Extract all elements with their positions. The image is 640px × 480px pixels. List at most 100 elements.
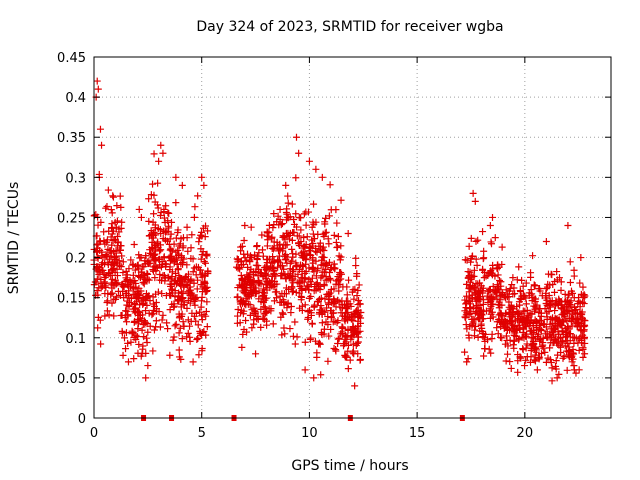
- data-point: [494, 330, 502, 338]
- data-point: [97, 218, 105, 226]
- data-point: [190, 297, 198, 305]
- data-point: [481, 345, 489, 353]
- data-point: [504, 342, 512, 350]
- data-point: [509, 312, 517, 320]
- data-point: [307, 334, 315, 342]
- data-point: [489, 261, 497, 269]
- data-point: [553, 268, 561, 276]
- data-point: [160, 214, 168, 222]
- data-point: [150, 302, 158, 310]
- data-point: [469, 189, 477, 197]
- data-point: [130, 355, 138, 363]
- data-point: [498, 243, 506, 251]
- data-point: [520, 334, 528, 342]
- data-point: [262, 275, 270, 283]
- data-point: [533, 332, 541, 340]
- data-point: [167, 275, 175, 283]
- data-point: [238, 242, 246, 250]
- data-point: [563, 324, 571, 332]
- data-point: [184, 329, 192, 337]
- data-point: [334, 339, 342, 347]
- data-point: [288, 257, 296, 265]
- data-point: [271, 277, 279, 285]
- data-point: [572, 369, 580, 377]
- data-point: [241, 254, 249, 262]
- data-point: [530, 356, 538, 364]
- data-point: [473, 261, 481, 269]
- data-point: [559, 331, 567, 339]
- data-point: [197, 303, 205, 311]
- data-point: [242, 257, 250, 265]
- data-point: [281, 330, 289, 338]
- data-point: [142, 349, 150, 357]
- data-point: [479, 255, 487, 263]
- data-point: [234, 306, 242, 314]
- data-point: [324, 299, 332, 307]
- data-point: [338, 304, 346, 312]
- data-point: [236, 298, 244, 306]
- data-point: [576, 322, 584, 330]
- y-axis-title: SRMTID / TECUs: [6, 182, 22, 295]
- data-point: [254, 262, 262, 270]
- data-point: [244, 250, 252, 258]
- data-point: [551, 277, 559, 285]
- data-point: [531, 282, 539, 290]
- data-point: [574, 339, 582, 347]
- data-point: [166, 351, 174, 359]
- data-point: [327, 285, 335, 293]
- data-point: [254, 315, 262, 323]
- data-point: [468, 321, 476, 329]
- data-point: [546, 281, 554, 289]
- data-point: [110, 248, 118, 256]
- data-point: [546, 344, 554, 352]
- data-point: [175, 353, 183, 361]
- data-point: [274, 212, 282, 220]
- data-point: [109, 192, 117, 200]
- data-point: [472, 237, 480, 245]
- data-point: [102, 251, 110, 259]
- data-point: [510, 284, 518, 292]
- data-point: [350, 350, 358, 358]
- data-point: [303, 282, 311, 290]
- data-point: [100, 278, 108, 286]
- data-point: [494, 271, 502, 279]
- data-point: [354, 328, 362, 336]
- data-point: [174, 228, 182, 236]
- data-point: [565, 343, 573, 351]
- data-point: [283, 259, 291, 267]
- data-point: [493, 324, 501, 332]
- data-point: [177, 276, 185, 284]
- data-point: [298, 293, 306, 301]
- data-point: [327, 314, 335, 322]
- data-point: [310, 268, 318, 276]
- data-point: [137, 213, 145, 221]
- data-point: [472, 255, 480, 263]
- data-point: [564, 306, 572, 314]
- data-point: [569, 289, 577, 297]
- data-point: [159, 272, 167, 280]
- data-point: [304, 308, 312, 316]
- data-point: [288, 245, 296, 253]
- data-point: [150, 210, 158, 218]
- data-point: [551, 333, 559, 341]
- data-point: [551, 314, 559, 322]
- data-point: [123, 297, 131, 305]
- data-point: [289, 250, 297, 258]
- data-point: [512, 333, 520, 341]
- data-point: [270, 221, 278, 229]
- data-point: [472, 284, 480, 292]
- data-point: [270, 238, 278, 246]
- data-point: [97, 284, 105, 292]
- data-point: [110, 312, 118, 320]
- data-point: [461, 348, 469, 356]
- data-point: [324, 320, 332, 328]
- data-point: [142, 307, 150, 315]
- data-point: [193, 336, 201, 344]
- data-point: [258, 231, 266, 239]
- data-point: [98, 266, 106, 274]
- data-point: [243, 328, 251, 336]
- data-point: [149, 245, 157, 253]
- data-point: [297, 214, 305, 222]
- data-point: [166, 252, 174, 260]
- data-point: [166, 306, 174, 314]
